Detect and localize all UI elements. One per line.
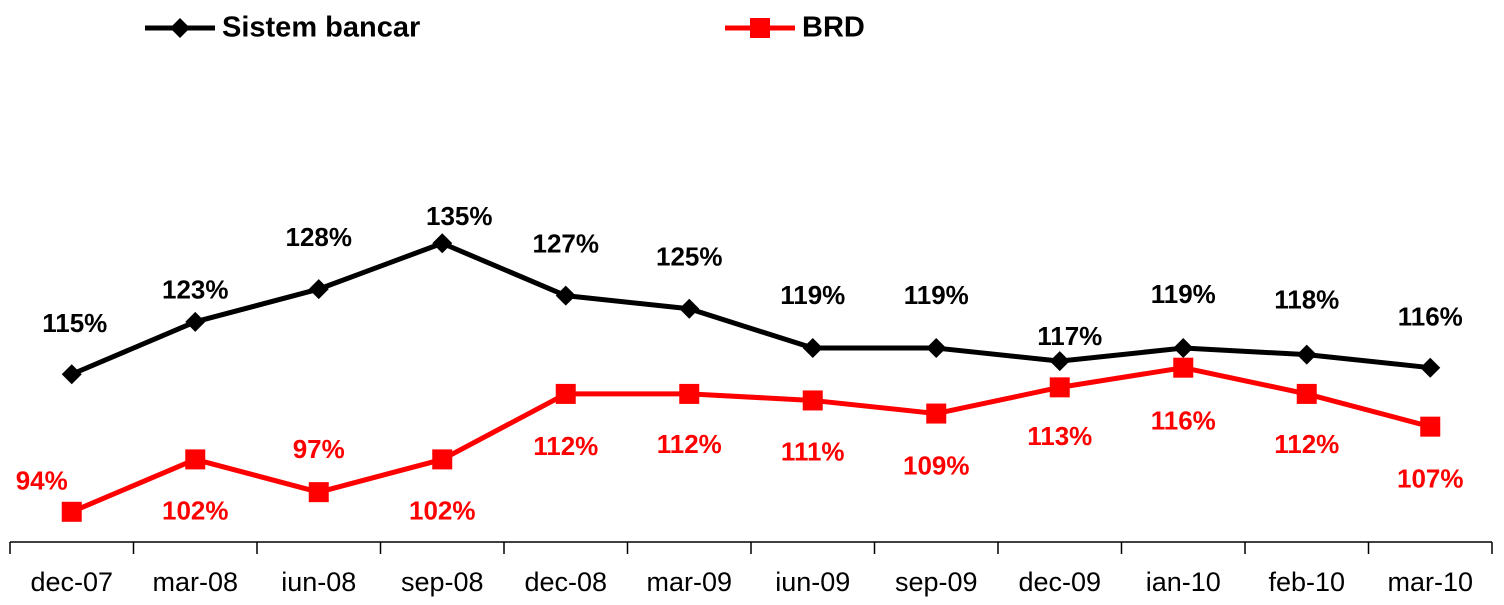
data-label: 97% <box>293 434 345 464</box>
data-label: 102% <box>162 495 229 525</box>
x-tick-label: iun-08 <box>281 567 356 597</box>
data-label: 119% <box>780 280 845 310</box>
x-tick-label: mar-10 <box>1387 567 1473 597</box>
x-tick-label: sep-09 <box>895 567 978 597</box>
data-label: 115% <box>42 308 107 338</box>
data-label: 116% <box>1151 406 1216 436</box>
data-label: 111% <box>781 436 845 466</box>
marker <box>61 364 82 385</box>
x-tick-label: mar-09 <box>646 567 732 597</box>
marker <box>802 390 823 411</box>
data-label: 118% <box>1274 284 1339 314</box>
marker <box>1420 416 1441 437</box>
marker <box>308 482 329 503</box>
marker <box>555 383 576 404</box>
marker <box>432 449 453 470</box>
marker <box>555 285 576 306</box>
data-label: 125% <box>656 242 723 272</box>
marker <box>1049 351 1070 372</box>
marker <box>1296 344 1317 365</box>
x-tick-label: ian-10 <box>1146 567 1221 597</box>
marker <box>185 311 206 332</box>
x-tick-label: mar-08 <box>152 567 238 597</box>
marker <box>1296 383 1317 404</box>
data-label: 94% <box>16 466 68 496</box>
data-label: 107% <box>1397 464 1464 494</box>
marker <box>1173 357 1194 378</box>
series-line <box>70 240 1431 377</box>
data-label: 117% <box>1037 321 1102 351</box>
data-label: 119% <box>1151 279 1216 309</box>
marker <box>1049 377 1070 398</box>
marker <box>802 338 823 359</box>
x-tick-label: iun-09 <box>775 567 850 597</box>
data-label: 135% <box>426 201 493 231</box>
marker <box>308 279 329 300</box>
legend-marker <box>170 18 190 38</box>
marker <box>432 233 453 254</box>
x-tick-label: dec-08 <box>524 567 607 597</box>
data-label: 128% <box>286 222 353 252</box>
x-tick-label: sep-08 <box>401 567 484 597</box>
data-label: 109% <box>903 450 970 480</box>
data-label: 112% <box>1274 429 1339 459</box>
marker <box>679 298 700 319</box>
marker <box>61 501 82 522</box>
data-label: 112% <box>657 429 722 459</box>
marker <box>1420 357 1441 378</box>
marker <box>185 449 206 470</box>
data-label: 113% <box>1027 421 1092 451</box>
data-label: 102% <box>409 495 476 525</box>
legend-marker <box>750 18 770 38</box>
data-label: 119% <box>904 280 969 310</box>
x-tick-label: dec-07 <box>30 567 113 597</box>
series-line <box>70 365 1431 515</box>
x-tick-label: dec-09 <box>1018 567 1101 597</box>
marker <box>926 403 947 424</box>
data-label: 127% <box>533 229 600 259</box>
marker <box>679 383 700 404</box>
data-label: 123% <box>162 275 229 305</box>
legend-label: BRD <box>802 12 865 44</box>
data-label: 112% <box>533 431 598 461</box>
data-label: 116% <box>1398 302 1463 332</box>
legend-label: Sistem bancar <box>222 12 420 44</box>
marker <box>1173 338 1194 359</box>
x-tick-label: feb-10 <box>1268 567 1345 597</box>
marker <box>926 338 947 359</box>
